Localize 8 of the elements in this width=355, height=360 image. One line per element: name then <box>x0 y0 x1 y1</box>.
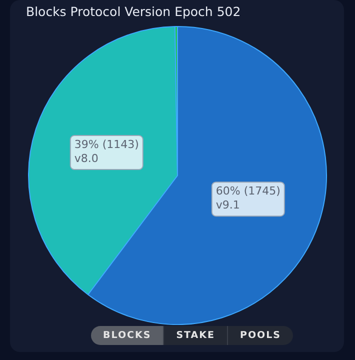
chart-title: Blocks Protocol Version Epoch 502 <box>26 4 241 19</box>
data-label: 39% (1143) <box>74 138 139 151</box>
data-label: 60% (1745) <box>216 184 280 198</box>
slice-label: v9.1 <box>216 198 240 212</box>
slice-label: v8.0 <box>74 152 98 165</box>
text: BLOCKS <box>91 326 164 345</box>
text: STAKE <box>163 326 228 345</box>
text: POOLS <box>227 326 294 345</box>
